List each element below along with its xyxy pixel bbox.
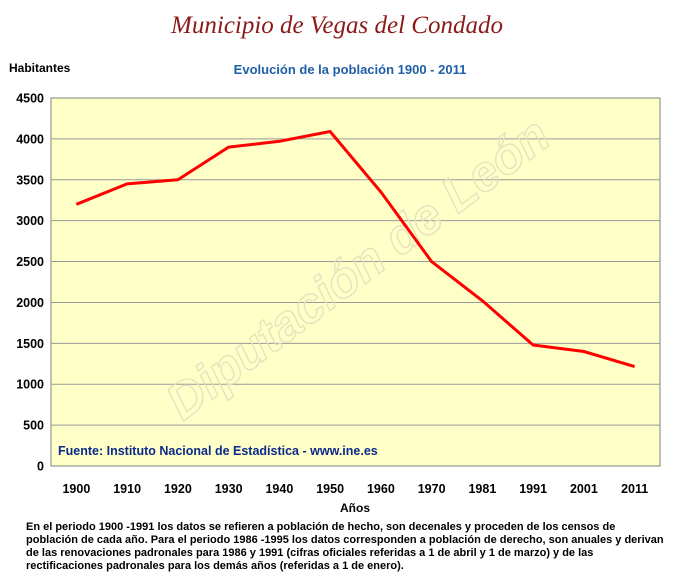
footnote: En el periodo 1900 -1991 los datos se re… — [26, 521, 664, 572]
y-axis-label: Habitantes — [9, 61, 71, 75]
chart-title: Evolución de la población 1900 - 2011 — [233, 62, 467, 77]
y-tick-label: 3000 — [16, 214, 44, 228]
x-tick-label: 1981 — [468, 482, 496, 496]
y-tick-label: 0 — [37, 460, 44, 474]
x-tick-label: 1991 — [519, 482, 547, 496]
x-tick-label: 1900 — [62, 482, 90, 496]
series-layer — [75, 130, 636, 369]
x-tick-label: 2001 — [570, 482, 598, 496]
x-tick-label: 1960 — [367, 482, 395, 496]
page-title: Municipio de Vegas del Condado — [171, 12, 503, 39]
gridlines — [51, 138, 660, 426]
x-tick-label: 1930 — [215, 482, 243, 496]
x-tick-label: 1910 — [113, 482, 141, 496]
y-tick-label: 1500 — [16, 337, 44, 351]
y-tick-labels: 0 500 1000 1500 2000 2500 3000 3500 4000 4500 — [16, 92, 44, 474]
plot-area — [50, 97, 661, 467]
y-tick-label: 3500 — [16, 173, 44, 187]
x-tick-label: 1940 — [265, 482, 293, 496]
source-note: Fuente: Instituto Nacional de Estadístic… — [58, 444, 378, 458]
population-chart: Diputación de León 050010001500200025003… — [16, 92, 661, 496]
y-tick-label: 1000 — [16, 378, 44, 392]
y-tick-label: 500 — [23, 419, 44, 433]
y-tick-label: 2000 — [16, 296, 44, 310]
x-tick-label: 2011 — [621, 482, 648, 496]
y-tick-label: 4500 — [16, 92, 44, 106]
y-tick-label: 4000 — [16, 132, 44, 146]
population-line — [75, 130, 636, 369]
x-tick-label: 1920 — [164, 482, 192, 496]
y-tick-label: 2500 — [16, 255, 44, 269]
x-tick-label: 1950 — [316, 482, 344, 496]
x-tick-label: 1970 — [418, 482, 446, 496]
x-tick-labels: 1900 1910 1920 1930 1940 1950 1960 1970 1981 1991… — [62, 482, 648, 496]
x-axis-label: Años — [340, 501, 370, 515]
